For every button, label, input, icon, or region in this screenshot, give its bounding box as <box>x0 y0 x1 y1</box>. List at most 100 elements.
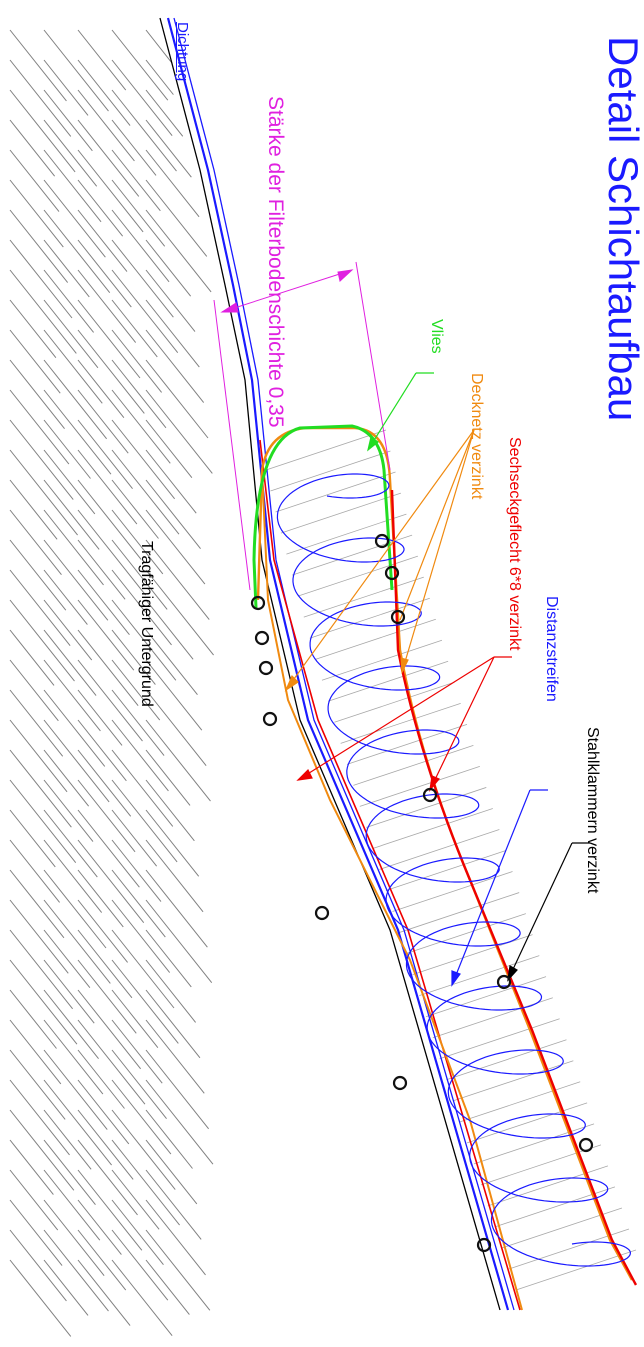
hatch-stroke <box>10 930 73 1009</box>
hatch-stroke <box>276 472 396 512</box>
hatch-stroke <box>112 330 162 392</box>
hatch-stroke <box>78 1170 142 1250</box>
hatch-stroke <box>334 682 454 722</box>
hatch-stroke <box>44 720 109 802</box>
hatch-stroke <box>10 540 66 610</box>
hatch-stroke <box>78 540 125 599</box>
hatch-stroke <box>78 1080 129 1144</box>
hatch-stroke <box>112 60 172 136</box>
stahlklammer-icon <box>316 907 328 919</box>
hatch-stroke <box>146 990 200 1058</box>
hatch-stroke <box>146 1170 201 1239</box>
hatch-stroke <box>10 120 55 176</box>
hatch-stroke <box>146 1020 204 1093</box>
stahlklammern-clips <box>252 535 592 1251</box>
hatch-stroke <box>44 480 99 549</box>
hatch-stroke <box>112 240 173 317</box>
hatch-stroke <box>379 829 499 869</box>
hatch-stroke <box>399 893 519 933</box>
hatch-stroke <box>78 930 132 998</box>
stahlklammer-icon <box>264 713 276 725</box>
hatch-stroke <box>44 1020 103 1094</box>
hatch-stroke <box>78 630 138 706</box>
hatch-stroke <box>78 750 131 816</box>
hatch-stroke <box>10 900 68 973</box>
hatch-stroke <box>281 493 401 533</box>
hatch-stroke <box>78 450 137 524</box>
hatch-stroke <box>146 120 191 177</box>
hatch-stroke <box>112 720 168 791</box>
hatch-stroke <box>112 480 159 539</box>
hatch-stroke <box>316 619 436 659</box>
hatch-stroke <box>78 960 136 1033</box>
hatch-stroke <box>146 810 199 876</box>
stahlklammer-icon <box>394 1077 406 1089</box>
hatch-stroke <box>10 1230 66 1301</box>
hatch-stroke <box>44 60 88 115</box>
hatch-stroke <box>78 570 129 635</box>
leader-decknetz <box>286 430 474 690</box>
hatch-stroke <box>112 1260 172 1336</box>
hatch-stroke <box>44 150 101 222</box>
label-dichtung: Dichtung <box>175 22 190 81</box>
hatch-stroke <box>112 1110 175 1190</box>
hatch-stroke <box>10 90 75 172</box>
hatch-stroke <box>146 960 196 1022</box>
hatch-stroke <box>112 120 156 175</box>
hatch-stroke <box>146 450 196 513</box>
hatch-stroke <box>386 851 506 891</box>
hatch-stroke <box>146 690 206 766</box>
label-stahlklammern: Stahlklammern verzinkt <box>584 727 600 893</box>
hatch-stroke <box>322 640 442 680</box>
hatch-stroke <box>146 1230 210 1310</box>
hatch-stroke <box>78 90 134 161</box>
hatch-stroke <box>146 150 199 217</box>
hatch-stroke <box>10 330 60 393</box>
hatch-stroke <box>10 210 68 283</box>
hatch-stroke <box>10 480 57 539</box>
subsoil-surface-line <box>160 18 500 1310</box>
hatch-stroke <box>146 240 191 296</box>
hatch-stroke <box>112 1050 167 1119</box>
hatch-stroke <box>146 180 207 256</box>
hatch-stroke <box>112 780 177 862</box>
hatch-stroke <box>10 870 64 938</box>
hatch-stroke <box>44 1230 108 1311</box>
hatch-stroke <box>112 420 175 499</box>
hatch-stroke <box>44 930 90 988</box>
dichtung-line <box>168 18 508 1310</box>
hatch-stroke <box>360 766 480 806</box>
hatch-stroke <box>44 240 89 297</box>
hatch-stroke <box>44 990 99 1059</box>
hatch-stroke <box>112 1080 171 1154</box>
hatch-stroke <box>10 1080 70 1155</box>
hatch-stroke <box>112 810 157 866</box>
hatch-stroke <box>44 180 105 257</box>
hatch-stroke <box>78 900 128 962</box>
label-untergrund: Tragfähiger Untergrund <box>138 541 154 707</box>
decknetz-outline <box>258 428 632 1280</box>
hatch-stroke <box>146 330 204 403</box>
hatch-stroke <box>78 690 122 745</box>
hatch-stroke <box>78 660 142 741</box>
hatch-stroke <box>146 420 192 478</box>
hatch-stroke <box>78 1140 138 1215</box>
label-sechseckgeflecht: Sechseckgeflecht 6*8 verzinkt <box>506 437 522 650</box>
hatch-stroke <box>10 720 67 792</box>
hatch-stroke <box>10 1140 53 1195</box>
hatch-stroke <box>112 180 165 246</box>
hatch-stroke <box>78 300 140 378</box>
hatch-stroke <box>78 1110 133 1179</box>
hatch-stroke <box>112 270 178 353</box>
hatch-stroke <box>146 540 209 620</box>
hatch-stroke <box>112 900 170 973</box>
hatch-stroke <box>10 990 57 1049</box>
hatch-stroke <box>10 420 73 500</box>
hatch-stroke <box>78 1200 121 1255</box>
hatch-stroke <box>146 1050 209 1129</box>
hatch-stroke <box>146 900 212 983</box>
hatch-stroke <box>78 180 123 236</box>
hatch-stroke <box>10 840 60 902</box>
hatch-stroke <box>78 60 130 126</box>
hatch-stroke <box>146 720 210 801</box>
